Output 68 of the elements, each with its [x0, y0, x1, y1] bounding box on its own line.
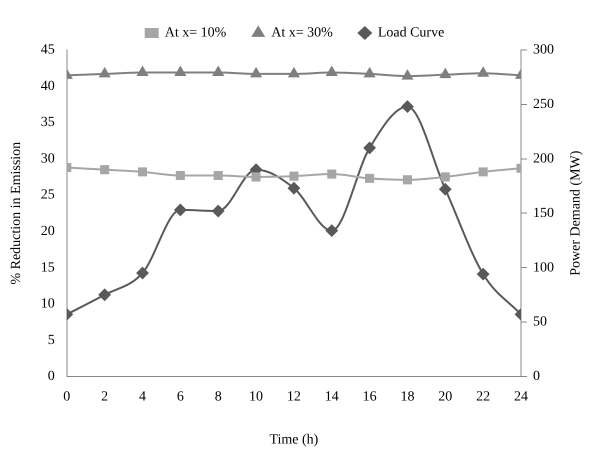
x-tick-label: 22: [476, 389, 490, 404]
y-tick-label: 5: [48, 332, 55, 348]
point: [364, 68, 375, 78]
x-tick-label: 20: [438, 389, 452, 404]
y2-tick-label: 0: [533, 369, 540, 384]
point: [402, 70, 413, 80]
y-tick-label: 45: [40, 42, 55, 58]
x-tick-label: 18: [400, 389, 414, 404]
point: [478, 167, 488, 176]
x-tick-label: 10: [249, 389, 264, 404]
y2-tick-label: 150: [533, 206, 554, 221]
point: [176, 170, 185, 180]
x-tick-label: 12: [286, 389, 301, 404]
point: [401, 100, 414, 113]
x-tick-label: 8: [214, 389, 222, 404]
y-tick-label: 20: [40, 224, 55, 240]
point: [99, 68, 110, 78]
legend-label: At x= 30%: [271, 26, 334, 41]
x-tick-label: 2: [101, 389, 108, 404]
y2-axis-title: Power Demand (MW): [568, 150, 584, 276]
point: [402, 175, 412, 184]
x-axis-title: Time (h): [269, 432, 319, 448]
point: [100, 165, 110, 174]
point: [327, 169, 336, 179]
y-tick-label: 15: [40, 260, 55, 276]
point: [326, 224, 338, 237]
legend-label: Load Curve: [378, 26, 444, 41]
point: [326, 66, 338, 76]
point: [365, 174, 374, 183]
y-tick-label: 0: [48, 369, 55, 384]
point: [440, 172, 450, 182]
point: [98, 288, 111, 301]
y-axis-title: % Reduction in Emission: [9, 142, 24, 285]
point: [477, 268, 490, 280]
point: [175, 66, 186, 76]
point: [138, 167, 148, 176]
point: [439, 183, 452, 196]
point: [478, 67, 488, 77]
y-tick-label: 10: [40, 296, 55, 312]
x-tick-label: 0: [63, 389, 70, 404]
point: [214, 170, 223, 180]
point: [212, 66, 224, 76]
point: [440, 68, 451, 78]
y2-tick-label: 200: [533, 151, 554, 166]
y-tick-label: 40: [40, 78, 55, 94]
point: [250, 68, 262, 78]
y2-tick-label: 300: [533, 42, 554, 58]
point: [289, 172, 298, 181]
y-tick-label: 25: [40, 188, 55, 203]
x-tick-label: 6: [176, 389, 184, 404]
x-tick-label: 4: [139, 389, 146, 404]
y2-tick-label: 250: [533, 97, 554, 112]
point: [174, 204, 186, 216]
x-tick-label: 16: [362, 389, 377, 404]
y2-tick-label: 100: [533, 260, 554, 276]
legend-label: At x= 10%: [164, 26, 227, 41]
point: [288, 68, 300, 78]
point: [137, 66, 148, 76]
y-tick-label: 35: [40, 115, 55, 130]
y2-tick-label: 50: [533, 314, 547, 330]
point: [364, 142, 376, 154]
x-tick-label: 14: [324, 389, 339, 404]
point: [288, 182, 300, 194]
point: [252, 172, 261, 182]
point: [212, 205, 224, 218]
y-tick-label: 30: [40, 151, 55, 166]
point: [136, 267, 148, 280]
x-tick-label: 24: [514, 389, 528, 404]
